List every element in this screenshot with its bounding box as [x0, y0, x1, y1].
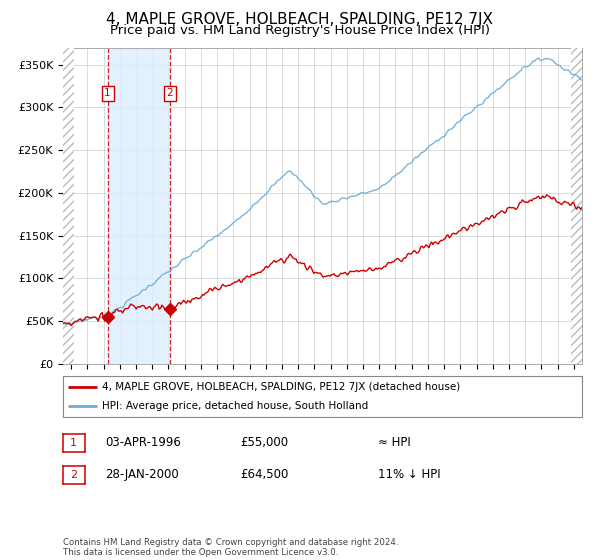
Text: 1: 1: [70, 438, 77, 448]
Text: 03-APR-1996: 03-APR-1996: [105, 436, 181, 450]
Bar: [571, 48, 582, 364]
Text: £64,500: £64,500: [240, 468, 289, 482]
Text: 11% ↓ HPI: 11% ↓ HPI: [378, 468, 440, 482]
Bar: [107, 48, 170, 364]
Text: Price paid vs. HM Land Registry's House Price Index (HPI): Price paid vs. HM Land Registry's House …: [110, 24, 490, 37]
Bar: [63, 48, 74, 364]
Text: 28-JAN-2000: 28-JAN-2000: [105, 468, 179, 482]
Text: £55,000: £55,000: [240, 436, 288, 450]
Text: 4, MAPLE GROVE, HOLBEACH, SPALDING, PE12 7JX (detached house): 4, MAPLE GROVE, HOLBEACH, SPALDING, PE12…: [102, 382, 460, 393]
Text: 1: 1: [104, 88, 111, 99]
Text: 2: 2: [70, 470, 77, 480]
Text: 4, MAPLE GROVE, HOLBEACH, SPALDING, PE12 7JX: 4, MAPLE GROVE, HOLBEACH, SPALDING, PE12…: [107, 12, 493, 27]
Text: 2: 2: [166, 88, 173, 99]
Text: Contains HM Land Registry data © Crown copyright and database right 2024.
This d: Contains HM Land Registry data © Crown c…: [63, 538, 398, 557]
Text: HPI: Average price, detached house, South Holland: HPI: Average price, detached house, Sout…: [102, 401, 368, 411]
Text: ≈ HPI: ≈ HPI: [378, 436, 411, 450]
